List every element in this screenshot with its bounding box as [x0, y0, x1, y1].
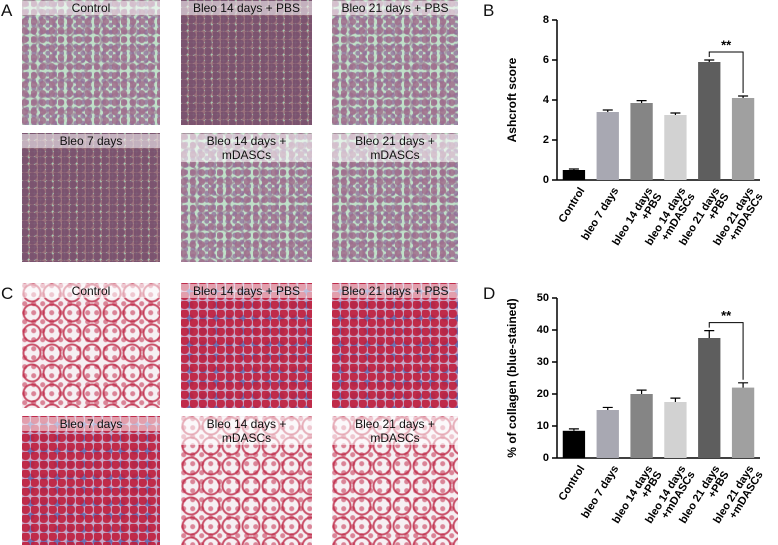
micrograph: Bleo 21 days + PBS: [332, 0, 458, 125]
image-caption: Bleo 21 days + PBS: [332, 1, 458, 15]
micrograph: Bleo 7 days: [22, 133, 160, 262]
y-tick-label: 2: [543, 134, 549, 146]
bar: [664, 402, 687, 458]
error-bar: [568, 428, 579, 431]
bar: [731, 387, 755, 458]
error-bar: [670, 397, 681, 402]
panel-letter: A: [1, 1, 13, 20]
error-bar: [602, 406, 613, 410]
y-tick-label: 50: [537, 292, 549, 304]
bar: [698, 62, 721, 180]
y-tick-label: 0: [543, 174, 549, 186]
bar: [596, 410, 619, 458]
bar: [731, 98, 755, 180]
bar: [562, 430, 586, 458]
bar: [596, 112, 619, 180]
y-tick-label: 40: [537, 324, 549, 336]
image-caption: Control: [22, 284, 160, 298]
error-bar: [636, 100, 647, 103]
bar: [664, 115, 687, 180]
image-caption: Bleo 21 days + mDASCs: [332, 134, 458, 162]
micrograph: Control: [22, 0, 160, 125]
y-tick-label: 30: [537, 356, 549, 368]
micrograph: Bleo 21 days + mDASCs: [332, 416, 458, 545]
image-caption: Bleo 21 days + mDASCs: [332, 417, 458, 445]
significance-bracket: [708, 51, 744, 93]
bar: [562, 170, 586, 180]
error-bar: [670, 112, 681, 115]
error-bar: [602, 109, 613, 112]
micrograph: Bleo 21 days + mDASCs: [332, 133, 458, 262]
panel-letter: C: [1, 284, 14, 303]
micrograph: Bleo 14 days + PBS: [181, 0, 312, 125]
bar: [630, 103, 653, 180]
micrograph: Bleo 21 days + PBS: [332, 283, 458, 408]
image-caption: Bleo 21 days + PBS: [332, 284, 458, 298]
significance-label: **: [721, 37, 732, 52]
significance-bracket: [708, 322, 744, 380]
bar: [698, 338, 721, 458]
image-caption: Bleo 14 days + mDASCs: [181, 417, 312, 445]
error-bar: [636, 389, 647, 394]
image-caption: Bleo 14 days + PBS: [181, 1, 312, 15]
error-bar: [738, 95, 749, 98]
significance-label: **: [721, 308, 732, 323]
error-bar: [568, 168, 579, 170]
bar: [630, 394, 653, 458]
micrograph: Control: [22, 283, 160, 408]
y-tick-label: 0: [543, 452, 549, 464]
error-bar: [704, 59, 715, 62]
panel-letter: B: [483, 1, 495, 20]
y-tick-label: 6: [543, 54, 549, 66]
image-caption: Bleo 14 days + mDASCs: [181, 134, 312, 162]
image-caption: Bleo 14 days + PBS: [181, 284, 312, 298]
error-bar: [704, 330, 715, 338]
error-bar: [738, 382, 749, 388]
panel-letter: D: [483, 284, 496, 303]
charts: 0 2 4 6 8 Ashcroft score ** 0 10 20 30 40 50 % of col…: [505, 14, 760, 464]
y-tick-label: 10: [537, 420, 549, 432]
y-tick-label: 20: [537, 388, 549, 400]
micrograph: Bleo 14 days + mDASCs: [181, 416, 312, 545]
micrograph: Bleo 14 days + mDASCs: [181, 133, 312, 262]
image-caption: Bleo 7 days: [22, 134, 160, 148]
y-tick-label: 8: [543, 14, 549, 26]
y-axis-label: % of collagen (blue-stained): [505, 298, 519, 457]
micrograph: Bleo 14 days + PBS: [181, 283, 312, 408]
image-caption: Bleo 7 days: [22, 417, 160, 431]
y-axis-label: Ashcroft score: [505, 57, 519, 142]
image-caption: Control: [22, 1, 160, 15]
y-tick-label: 4: [543, 94, 550, 106]
micrograph: Bleo 7 days: [22, 416, 160, 545]
